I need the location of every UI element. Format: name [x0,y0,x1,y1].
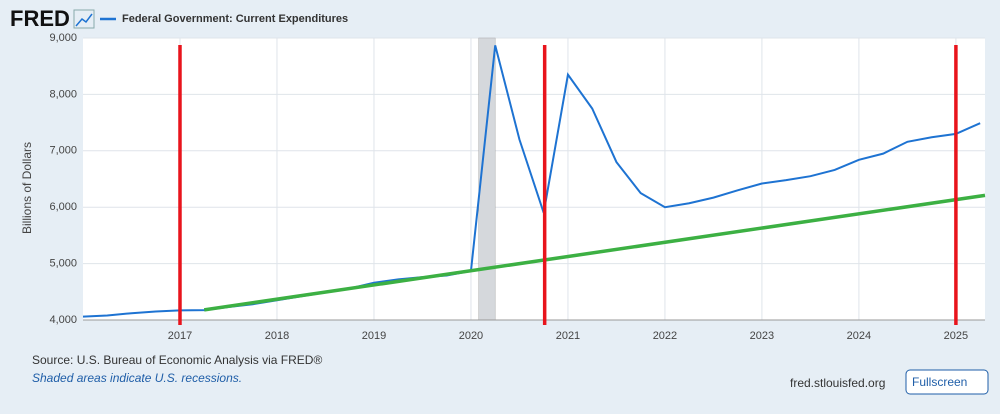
logo-icon [75,13,93,27]
source: Source: U.S. Bureau of Economic Analysis… [32,353,322,367]
logo-box [73,9,95,29]
x-tick-label: 2020 [459,330,483,342]
x-tick-label: 2017 [168,330,192,342]
trend-line [203,193,986,312]
y-tick-label: 5,000 [49,258,77,270]
fullscreen-label[interactable]: Fullscreen [912,375,967,389]
y-tick-label: 4,000 [49,314,77,326]
y-tick-label: 8,000 [49,88,77,100]
x-tick-label: 2024 [847,330,871,342]
legend-label: Federal Government: Current Expenditures [122,13,348,25]
y-tick-label: 7,000 [49,145,77,157]
x-tick-label: 2022 [653,330,677,342]
y-axis-label: Billions of Dollars [20,142,34,234]
x-tick-label: 2023 [750,330,774,342]
logo: FRED [10,6,70,31]
plot-area [83,38,985,320]
y-tick-label: 9,000 [49,32,77,44]
x-tick-label: 2019 [362,330,386,342]
site: fred.stlouisfed.org [790,376,885,390]
note: Shaded areas indicate U.S. recessions. [32,371,242,385]
y-tick-label: 6,000 [49,201,77,213]
x-tick-label: 2025 [944,330,968,342]
fullscreen-button[interactable] [905,369,989,395]
x-tick-label: 2021 [556,330,580,342]
x-tick-label: 2018 [265,330,289,342]
